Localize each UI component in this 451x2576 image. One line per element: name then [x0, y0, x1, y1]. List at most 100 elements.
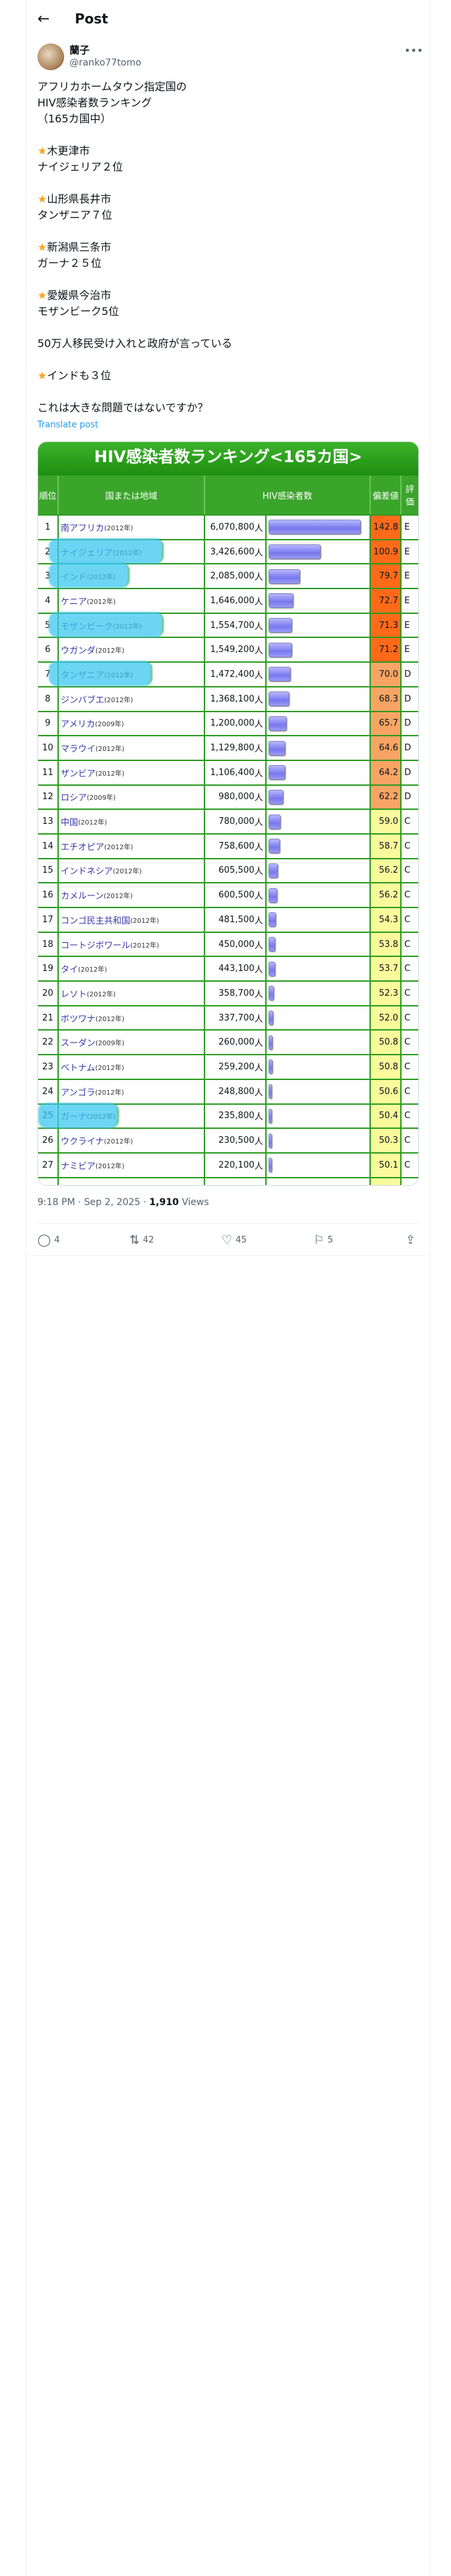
rank-cell: 22 [38, 1031, 59, 1055]
country-name[interactable]: ボツワナ [60, 1014, 96, 1025]
highlighter-mark [49, 611, 164, 637]
bar-cell [267, 859, 371, 883]
country-cell: コートジボワール (2012年) [59, 932, 206, 956]
star-icon: ★ [37, 193, 47, 205]
like-button[interactable]: ♡ 45 [221, 1233, 308, 1247]
country-name[interactable]: ジンバブエ [60, 695, 104, 706]
count-bar [268, 618, 293, 633]
table-row: 14 エチオピア (2012年) 758,600 人 58.7 C [38, 834, 418, 859]
bookmark-button[interactable]: ⚐ 5 [313, 1233, 400, 1247]
country-name[interactable]: カメルーン [60, 891, 104, 902]
grade-cell: C [404, 1136, 411, 1146]
timestamp[interactable]: 9:18 PM · Sep 2, 2025 · [37, 1197, 150, 1208]
header: ← Post [37, 5, 108, 32]
data-year: (2012年) [104, 1138, 133, 1146]
table-row: 15 インドネシア (2012年) 605,500 人 56.2 C [38, 859, 418, 884]
country-name[interactable]: コートジボワール [60, 940, 130, 951]
count-bar [268, 691, 289, 707]
count-cell: 443,100 人 [205, 957, 267, 981]
share-button[interactable]: ⇪ [406, 1233, 419, 1247]
view-count: 1,910 [149, 1197, 179, 1208]
country-name[interactable]: ケニア [60, 597, 87, 607]
country-name[interactable]: マラウイ [60, 744, 96, 755]
grade-cell: D [404, 693, 412, 704]
country-name[interactable]: アンゴラ [60, 1087, 96, 1098]
bar-cell [267, 810, 371, 833]
bar-cell [267, 589, 371, 613]
table-row: 18 コートジボワール (2012年) 450,000 人 53.8 C [38, 932, 418, 958]
post-image-table[interactable]: HIV感染者数ランキング<165カ国> 順位 国または地域 HIV感染者数 偏差… [37, 441, 419, 1186]
count-cell: 220,100 人 [205, 1153, 267, 1177]
repost-icon: ⇅ [129, 1232, 140, 1247]
count-value: 1,549,200 [210, 645, 255, 655]
data-year: (2012年) [86, 598, 116, 606]
rank-cell: 6 [38, 638, 59, 662]
author-name[interactable]: 蘭子 [69, 44, 90, 56]
country-name[interactable]: ウガンダ [60, 646, 96, 657]
grade-cell: C [404, 914, 411, 925]
rank-cell: 14 [38, 834, 59, 858]
grade-cell: D [404, 718, 412, 729]
count-cell: 605,500 人 [205, 859, 267, 883]
country-name[interactable]: ウクライナ [60, 1137, 104, 1148]
deviation-cell: 50.8 [371, 1055, 402, 1079]
bookmark-icon: ⚐ [313, 1232, 325, 1247]
bar-cell [267, 712, 371, 736]
count-bar [268, 863, 278, 878]
count-bar [268, 1133, 273, 1148]
country-name[interactable]: レソト [60, 989, 87, 1000]
country-name[interactable]: ザンビア [60, 768, 96, 779]
country-name[interactable]: タイ [60, 965, 78, 976]
count-value: 220,100 [218, 1160, 255, 1170]
count-bar [268, 642, 292, 657]
country-cell: ジンバブエ (2012年) [59, 687, 206, 711]
count-bar [268, 667, 291, 682]
data-year: (2012年) [78, 819, 108, 827]
country-cell: エチオピア (2012年) [59, 834, 206, 858]
country-name[interactable]: 中国 [60, 818, 78, 829]
country-name[interactable]: ナミビア [60, 1161, 96, 1172]
count-bar [268, 593, 294, 609]
author-handle[interactable]: @ranko77tomo [69, 58, 142, 68]
deviation-cell: 56.2 [371, 859, 402, 883]
count-value: 260,000 [218, 1037, 255, 1048]
reply-button[interactable]: ◯ 4 [37, 1233, 124, 1247]
country-name[interactable]: 南アフリカ [60, 523, 104, 534]
count-bar [268, 937, 276, 952]
avatar[interactable] [37, 43, 64, 70]
country-name[interactable]: スーダン [60, 1039, 96, 1049]
repost-button[interactable]: ⇅ 42 [130, 1233, 216, 1247]
arrow-left-icon[interactable]: ← [37, 10, 50, 27]
country-cell: ボツワナ (2012年) [59, 1006, 206, 1030]
table-row: 20 レソト (2012年) 358,700 人 52.3 C [38, 982, 418, 1006]
count-value: 6,070,800 [210, 522, 255, 532]
header-count: HIV感染者数 [205, 475, 371, 514]
country-cell: タイ (2012年) [59, 957, 206, 981]
count-unit: 人 [254, 916, 263, 926]
data-year: (2012年) [130, 942, 160, 950]
country-name[interactable]: インドネシア [60, 867, 113, 877]
country-cell: アメリカ (2009年) [59, 712, 206, 736]
count-unit: 人 [254, 670, 263, 681]
bar-cell [267, 516, 371, 539]
bar-cell [267, 540, 371, 564]
grade-cell: C [404, 964, 411, 974]
more-icon[interactable]: ••• [404, 44, 424, 57]
country-name[interactable]: アメリカ [60, 720, 96, 730]
country-name[interactable]: ベトナム [60, 1063, 96, 1073]
count-unit: 人 [254, 523, 263, 534]
data-year: (2012年) [104, 843, 134, 851]
deviation-cell: 50.4 [371, 1104, 402, 1128]
count-unit: 人 [254, 695, 263, 706]
country-name[interactable]: エチオピア [60, 842, 104, 853]
rank-cell: 19 [38, 957, 59, 981]
highlighter-mark [38, 1102, 119, 1128]
country-name[interactable]: ロシア [60, 793, 87, 804]
views-label: Views [178, 1197, 209, 1208]
rank-cell: 16 [38, 883, 59, 907]
count-bar [268, 1059, 273, 1075]
count-value: 1,554,700 [210, 620, 255, 631]
country-name[interactable]: コンゴ民主共和国 [60, 916, 130, 926]
translate-post-link[interactable]: Translate post [37, 420, 99, 430]
data-year: (2012年) [95, 746, 125, 754]
